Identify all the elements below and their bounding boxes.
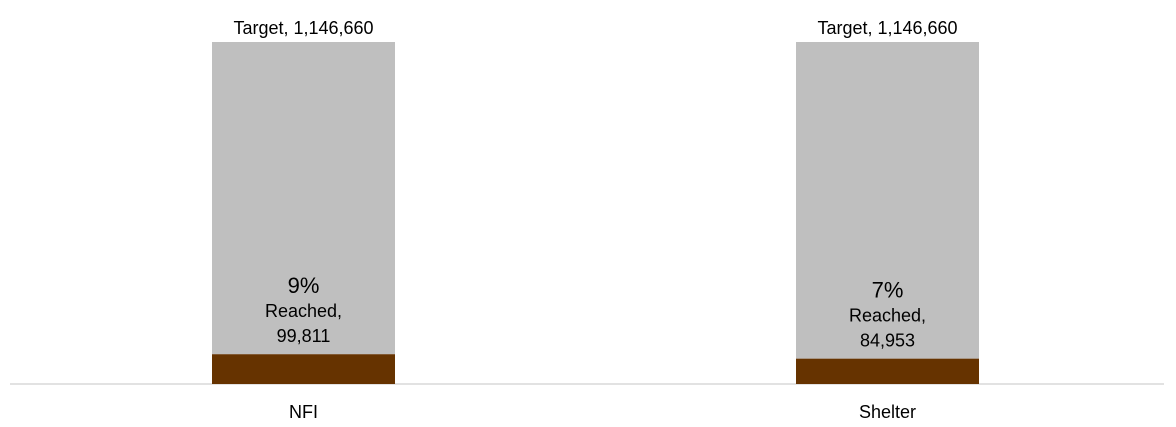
reached-label-shelter: Reached, [849, 306, 926, 326]
reached-label-nfi: Reached, [265, 301, 342, 321]
target-label-shelter: Target, 1,146,660 [817, 18, 957, 38]
bar-reached-shelter [796, 358, 979, 384]
percent-label-shelter: 7% [872, 278, 904, 303]
x-tick-label-nfi: NFI [289, 402, 318, 422]
category-group-shelter: Target, 1,146,660 7% Reached, 84,953 She… [796, 18, 979, 422]
percent-label-nfi: 9% [288, 273, 320, 298]
category-group-nfi: Target, 1,146,660 9% Reached, 99,811 NFI [212, 18, 395, 422]
reached-value-shelter: 84,953 [860, 331, 915, 351]
bar-target-nfi [212, 42, 395, 355]
x-tick-label-shelter: Shelter [859, 402, 916, 422]
bar-target-shelter [796, 42, 979, 359]
target-label-nfi: Target, 1,146,660 [233, 18, 373, 38]
reached-value-nfi: 99,811 [277, 326, 331, 346]
bar-reached-nfi [212, 354, 395, 384]
